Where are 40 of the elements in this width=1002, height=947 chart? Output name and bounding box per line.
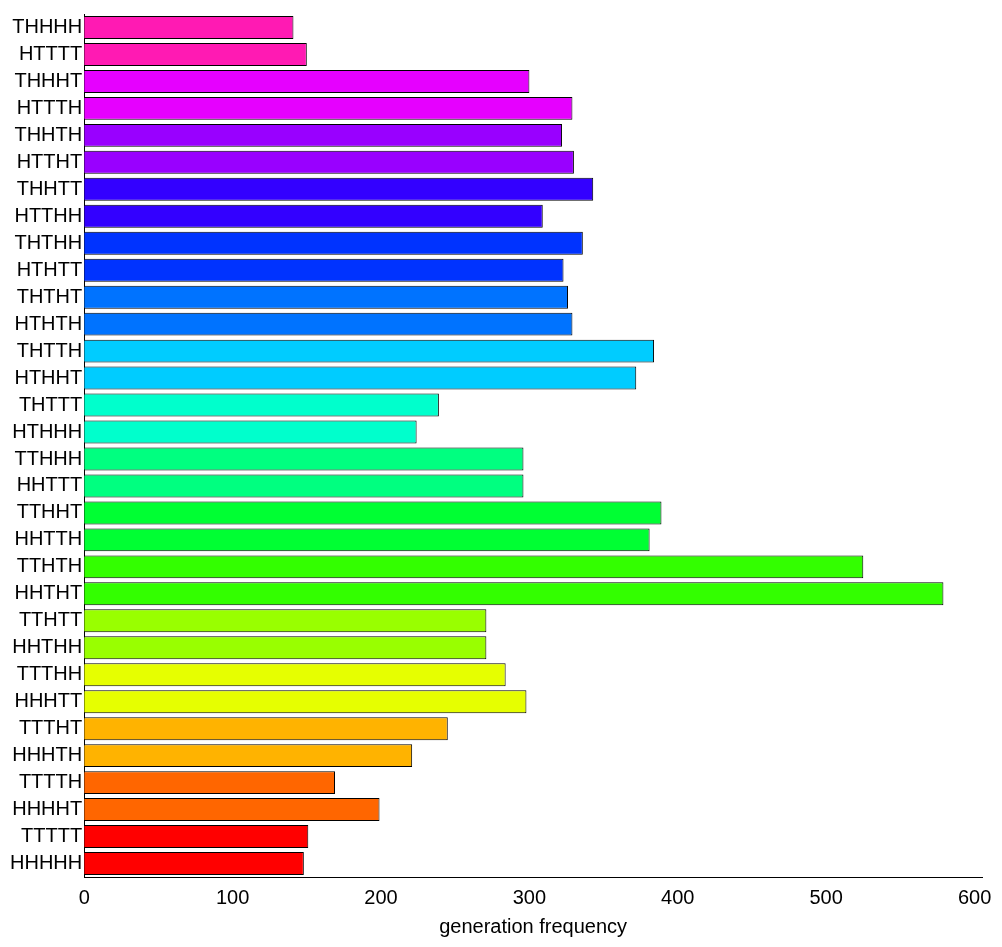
x-tick-label: 600 [957,885,992,908]
y-tick-label: TTHTT [18,608,83,631]
y-tick-label: TTTHT [18,716,83,739]
y-tick-label: HHTHH [12,635,83,658]
y-tick-label: THHTH [14,122,83,145]
y-tick-label: THHTT [16,176,83,199]
y-tick-label: HHHHH [10,851,83,874]
y-tick-label: HTTHT [16,149,83,172]
y-tick-label: THTHT [16,284,83,307]
y-tick-label: TTHHH [14,446,83,469]
x-tick-label: 100 [215,885,250,908]
y-tick-label: THTTH [16,338,83,361]
y-tick-label: HHTTH [14,527,83,550]
x-tick-label: 500 [809,885,843,908]
x-tick-label: 0 [78,885,90,908]
y-tick-label: TTHHT [16,500,83,523]
y-tick-label: HTHTH [14,311,83,334]
y-tick-label: THTHH [14,230,83,253]
y-tick-label: TTTHH [16,662,83,685]
y-tick-label: HHHTT [14,689,83,712]
y-tick-label: HTTTT [18,41,83,64]
y-tick-label: HTTTH [16,95,83,118]
y-tick-label: HHTTT [16,473,83,496]
y-tick-label: THHHH [12,15,83,37]
y-tick-label: HTHTT [16,257,83,280]
x-axis-title: generation frequency [439,914,628,937]
y-tick-label: HHHTH [12,743,83,766]
x-tick-label: 200 [364,885,398,908]
x-tick-label: 400 [661,885,695,908]
y-tick-label: HTHHH [12,419,83,442]
y-tick-label: TTHTH [16,554,83,577]
y-tick-label: TTTTH [18,770,83,793]
y-tick-label: TTTTT [21,824,83,847]
y-tick-label: HHTHT [14,581,83,604]
y-tick-label: HTHHT [14,365,83,388]
x-tick-label: 300 [512,885,547,908]
y-tick-label: THHHT [14,68,83,91]
y-tick-label: HTTHH [14,203,83,226]
y-tick-label: HHHHT [12,797,83,820]
y-tick-label: THTTT [18,392,83,415]
